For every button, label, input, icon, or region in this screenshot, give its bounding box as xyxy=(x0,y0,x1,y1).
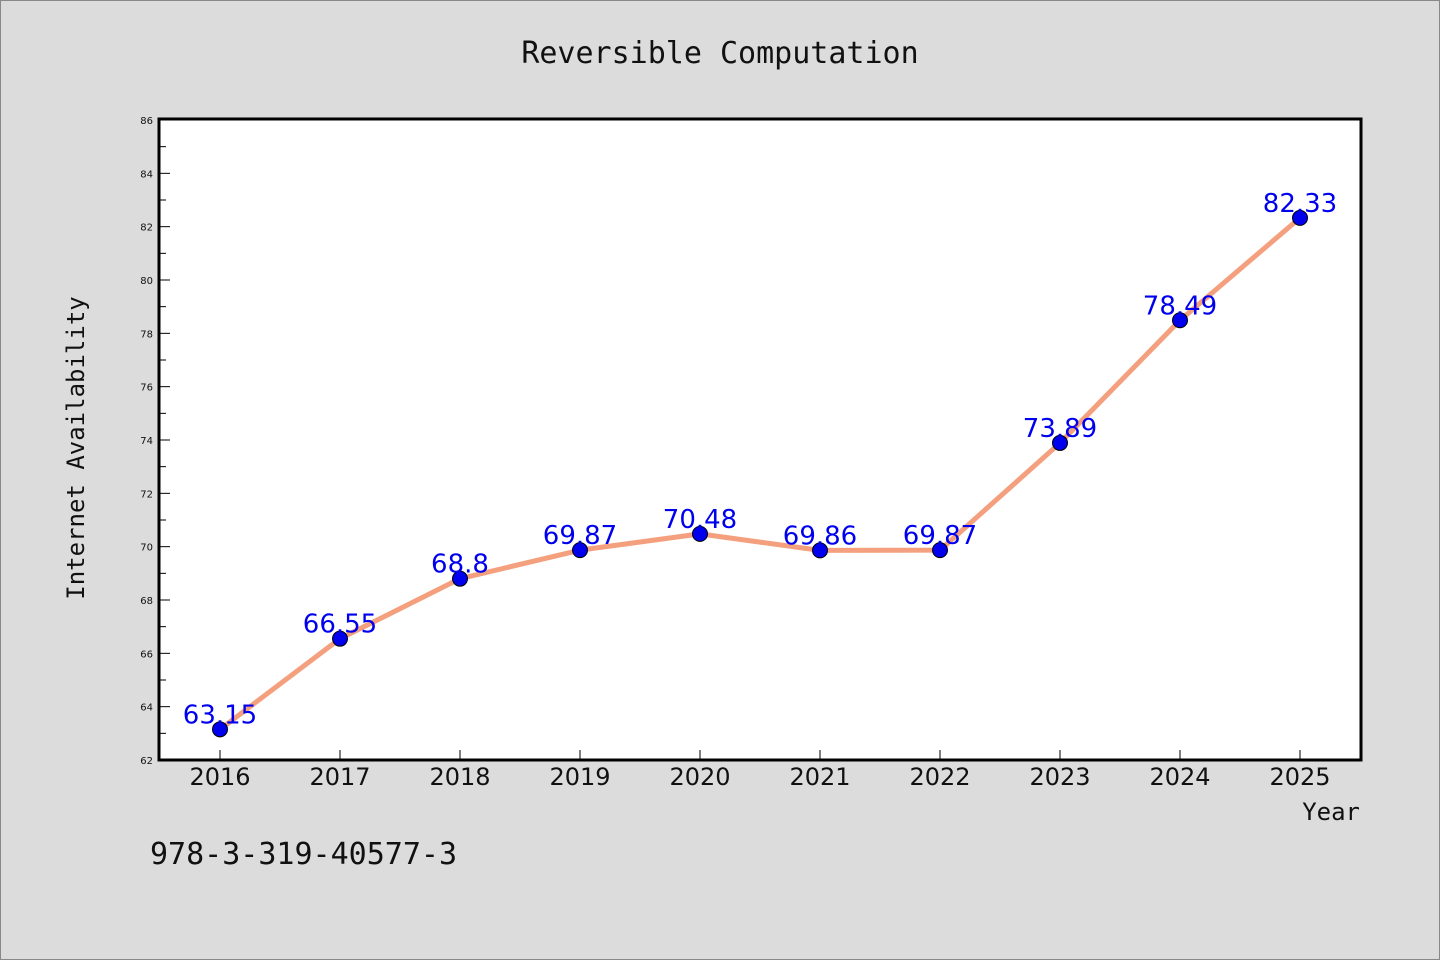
y-tick-label: 66 xyxy=(140,649,153,660)
data-label: 68.8 xyxy=(431,550,489,580)
data-label: 73.89 xyxy=(1023,414,1097,444)
x-tick-label: 2024 xyxy=(1149,763,1210,791)
data-point xyxy=(452,570,468,587)
footnote-isbn: 978-3-319-40577-3 xyxy=(150,837,457,872)
data-point xyxy=(1052,434,1068,451)
y-tick-label: 86 xyxy=(140,116,153,127)
y-tick-label: 64 xyxy=(140,703,153,714)
data-label: 63.15 xyxy=(183,700,257,730)
series-line xyxy=(217,215,1303,732)
data-point xyxy=(332,630,348,647)
data-point xyxy=(812,542,828,559)
series-group: 63.15 66.55 68.8 69.87 70.48 69.86 69.87 73.89 7… xyxy=(183,189,1337,738)
y-tick-label: 78 xyxy=(140,329,153,340)
y-tick-label: 76 xyxy=(140,383,153,394)
data-point xyxy=(1172,312,1188,329)
x-tick-label: 2017 xyxy=(309,763,370,791)
x-tick-label: 2019 xyxy=(549,763,610,791)
chart-title: Reversible Computation xyxy=(521,36,918,71)
x-tick-label: 2018 xyxy=(429,763,490,791)
y-tick-label: 72 xyxy=(140,489,153,500)
y-tick-label: 68 xyxy=(140,596,153,607)
data-label: 66.55 xyxy=(303,610,377,640)
data-point xyxy=(212,721,228,738)
y-axis-label: Internet Availability xyxy=(62,296,90,599)
x-tick-label: 2022 xyxy=(909,763,970,791)
data-label: 78.49 xyxy=(1143,291,1217,321)
x-tick-label: 2020 xyxy=(669,763,730,791)
x-tick-label: 2016 xyxy=(189,763,250,791)
y-tick-label: 84 xyxy=(140,169,153,180)
data-label: 82.33 xyxy=(1263,189,1337,219)
x-tick-label: 2023 xyxy=(1029,763,1090,791)
data-point xyxy=(932,542,948,559)
x-tick-label: 2025 xyxy=(1269,763,1330,791)
data-point xyxy=(1292,209,1308,226)
y-tick-label: 80 xyxy=(140,276,153,287)
y-tick-label: 82 xyxy=(140,223,153,234)
data-label: 70.48 xyxy=(663,505,737,535)
data-label: 69.86 xyxy=(783,521,857,551)
y-tick-label: 74 xyxy=(140,436,153,447)
data-point xyxy=(692,525,708,542)
x-axis: 2016 2017 2018 2019 2020 2021 2022 2023 2024 2025 xyxy=(189,750,1331,791)
data-point xyxy=(572,542,588,559)
y-axis: 62 64 66 68 70 72 74 76 78 80 82 84 86 xyxy=(140,116,170,767)
y-tick-label: 62 xyxy=(140,756,153,767)
y-tick-label: 70 xyxy=(140,543,153,554)
x-axis-label: Year xyxy=(1302,798,1360,826)
x-tick-label: 2021 xyxy=(789,763,850,791)
data-label: 69.87 xyxy=(903,521,977,551)
data-label: 69.87 xyxy=(543,521,617,551)
plot-area xyxy=(157,117,1363,762)
